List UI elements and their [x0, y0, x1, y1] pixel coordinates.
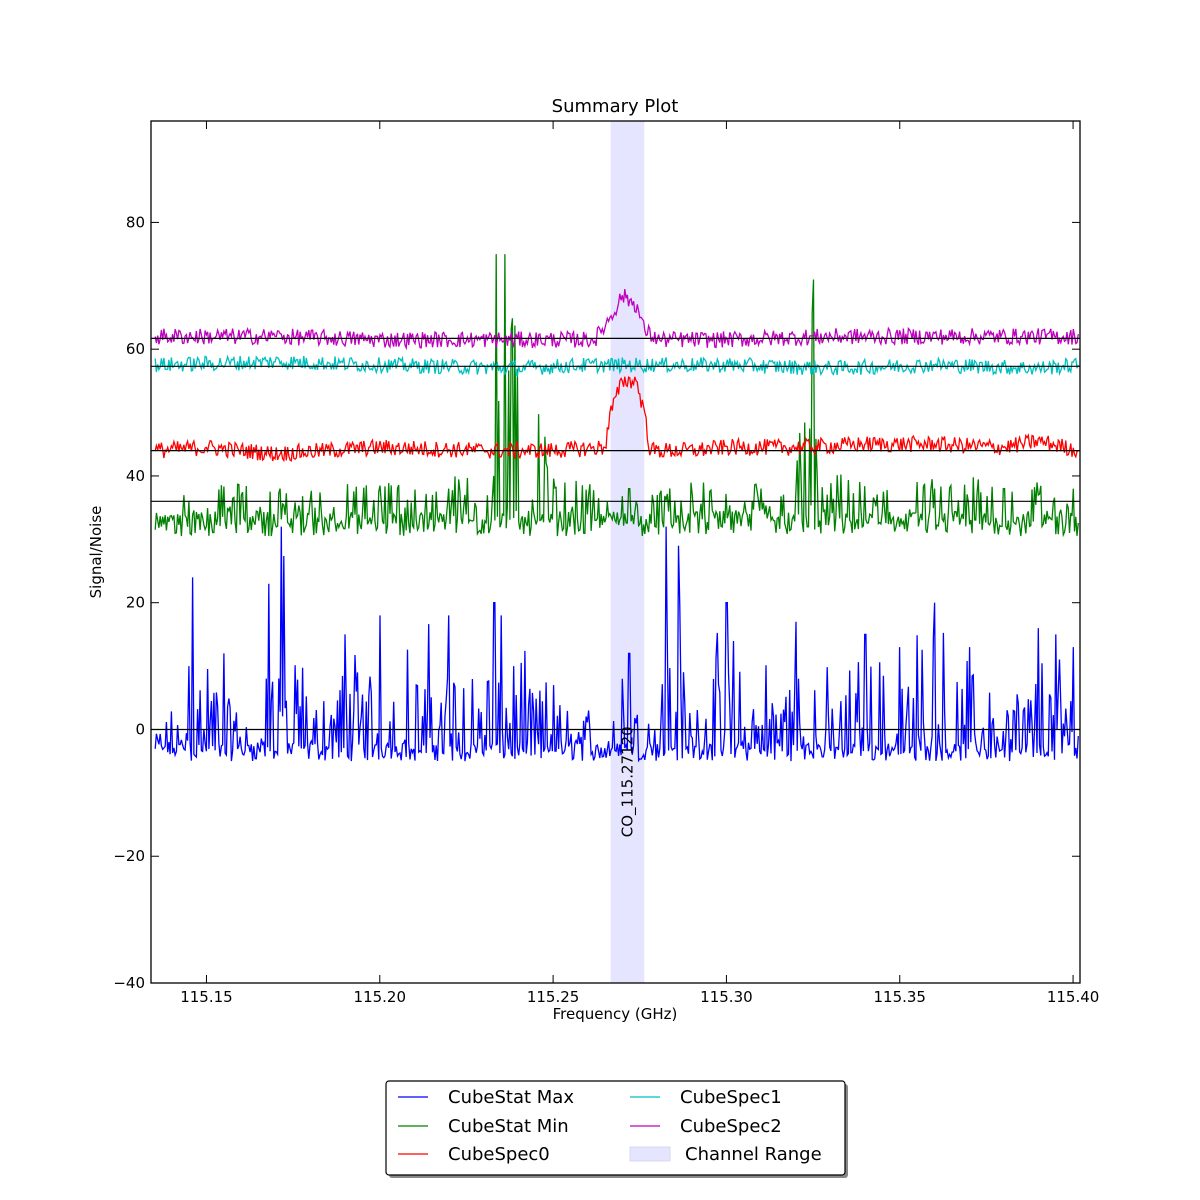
line-marker-label: CO_115.27120 — [619, 726, 638, 837]
y-axis-label: Signal/Noise — [87, 506, 105, 599]
series-line-0 — [154, 526, 1079, 763]
series-line-1 — [154, 254, 1079, 538]
legend-label-2: CubeSpec0 — [448, 1144, 550, 1165]
y-tick-label: −40 — [113, 974, 145, 992]
x-tick-label: 115.40 — [1047, 988, 1100, 1006]
plot-frame — [150, 120, 1081, 984]
legend-label-1: CubeStat Min — [448, 1116, 569, 1137]
x-tick-label: 115.20 — [354, 988, 407, 1006]
x-tick-label: 115.15 — [180, 988, 233, 1006]
x-tick-label: 115.35 — [873, 988, 926, 1006]
x-axis-label: Frequency (GHz) — [553, 1005, 678, 1023]
x-tick-label: 115.30 — [700, 988, 753, 1006]
y-tick-label: 20 — [126, 594, 145, 612]
legend-swatch-channel-range — [629, 1146, 671, 1162]
series-line-2 — [154, 376, 1079, 463]
legend: CubeStat Max CubeStat Min CubeSpec0 CubeSpe… — [385, 1080, 848, 1178]
series-line-4 — [154, 289, 1079, 351]
y-tick-label: 60 — [126, 340, 145, 358]
y-tick-label: 0 — [135, 720, 145, 738]
legend-label-3: CubeSpec1 — [680, 1087, 782, 1108]
series-line-3 — [154, 354, 1079, 377]
y-tick-label: 80 — [126, 213, 145, 231]
legend-label-4: CubeSpec2 — [680, 1116, 782, 1137]
x-tick-label: 115.25 — [527, 988, 580, 1006]
chart-title: Summary Plot — [552, 96, 679, 117]
y-tick-label: 40 — [126, 467, 145, 485]
legend-box — [385, 1080, 846, 1176]
y-tick-label: −20 — [113, 847, 145, 865]
plot-area: CO_115.27120 115.15 115.20 115.25 115.30 115.… — [113, 120, 1100, 1006]
legend-label-channel-range: Channel Range — [685, 1144, 822, 1165]
legend-label-0: CubeStat Max — [448, 1087, 574, 1108]
channel-range-band — [610, 121, 645, 983]
